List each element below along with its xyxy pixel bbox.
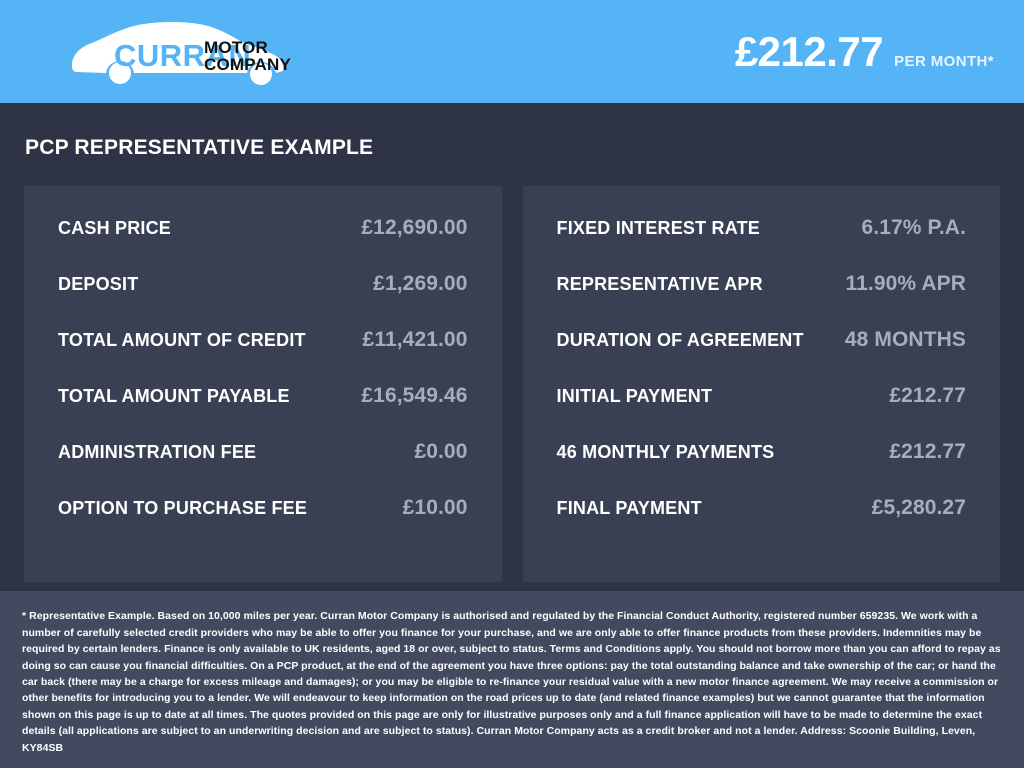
finance-panel-right: FIXED INTEREST RATE 6.17% P.A. REPRESENTAT… [522,186,1000,582]
finance-row: DURATION OF AGREEMENT 48 MONTHS [557,328,967,384]
finance-row-value: £212.77 [889,384,966,407]
disclaimer-text: * Representative Example. Based on 10,00… [22,610,1001,754]
finance-row: DEPOSIT £1,269.00 [58,272,468,328]
main-content: PCP REPRESENTATIVE EXAMPLE CASH PRICE £12… [0,103,1024,592]
finance-row: FIXED INTEREST RATE 6.17% P.A. [557,216,967,272]
finance-row-label: 46 MONTHLY PAYMENTS [556,442,775,462]
finance-row-value: 11.90% APR [845,272,966,295]
page-title: PCP REPRESENTATIVE EXAMPLE [25,136,374,159]
finance-row-label: ADMINISTRATION FEE [58,442,257,462]
finance-row: 46 MONTHLY PAYMENTS £212.77 [557,440,967,496]
finance-row-value: £11,421.00 [362,328,468,351]
finance-row-value: £5,280.27 [871,496,966,519]
finance-panels: CASH PRICE £12,690.00 DEPOSIT £1,269.00 TOTA… [24,186,1000,582]
finance-row: TOTAL AMOUNT PAYABLE £16,549.46 [58,384,468,440]
curran-motor-company-logo[interactable]: CURRAN MOTOR COMPANY [62,11,294,93]
finance-row: FINAL PAYMENT £5,280.27 [557,496,967,552]
logo-sub-word-company: COMPANY [204,55,291,74]
finance-row-value: £10.00 [402,496,468,519]
page-header: CURRAN MOTOR COMPANY £212.77 PER MONTH* [0,0,1024,103]
finance-row-label: REPRESENTATIVE APR [556,274,763,294]
finance-row-value: £12,690.00 [361,216,468,239]
finance-row-label: OPTION TO PURCHASE FEE [58,498,308,518]
finance-row: INITIAL PAYMENT £212.77 [557,384,967,440]
finance-row-label: FIXED INTEREST RATE [556,218,760,238]
finance-row: OPTION TO PURCHASE FEE £10.00 [58,496,468,552]
finance-row: ADMINISTRATION FEE £0.00 [58,440,468,496]
finance-row-label: INITIAL PAYMENT [556,386,713,406]
finance-row-value: 6.17% P.A. [861,216,966,239]
monthly-price-period: PER MONTH* [894,52,994,70]
logo-sub-word-motor: MOTOR [204,38,268,57]
finance-row: CASH PRICE £12,690.00 [58,216,468,272]
finance-row-label: DURATION OF AGREEMENT [556,330,804,350]
finance-panel-left: CASH PRICE £12,690.00 DEPOSIT £1,269.00 TOTA… [24,186,502,582]
disclaimer-section: * Representative Example. Based on 10,00… [0,591,1024,768]
logo-brand-word: CURRAN [114,38,251,73]
finance-row: REPRESENTATIVE APR 11.90% APR [557,272,967,328]
monthly-price-amount: £212.77 [734,27,884,75]
finance-row-label: TOTAL AMOUNT OF CREDIT [58,330,306,350]
finance-row-label: CASH PRICE [58,218,172,238]
monthly-price-block: £212.77 PER MONTH* [734,27,994,75]
finance-row-value: £0.00 [414,440,468,463]
finance-row-label: DEPOSIT [58,274,139,294]
finance-row: TOTAL AMOUNT OF CREDIT £11,421.00 [58,328,468,384]
finance-row-value: £16,549.46 [361,384,468,407]
finance-row-label: TOTAL AMOUNT PAYABLE [58,386,290,406]
finance-row-value: £1,269.00 [373,272,468,295]
finance-row-value: £212.77 [889,440,966,463]
finance-row-value: 48 MONTHS [844,328,966,351]
finance-row-label: FINAL PAYMENT [556,498,702,518]
